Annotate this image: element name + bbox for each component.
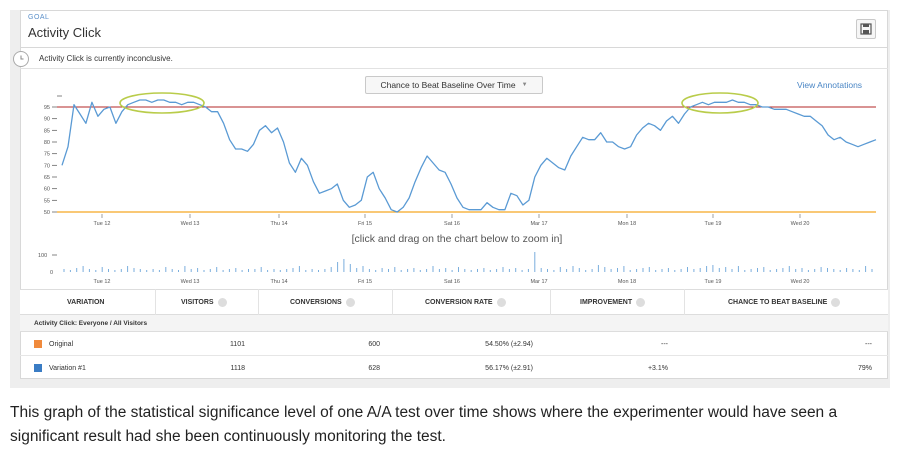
conversions-value: 600	[368, 340, 380, 348]
segment-label: Activity Click: Everyone / All Visitors	[20, 315, 888, 332]
mini-x-tick-label: Wed 13	[181, 279, 200, 285]
series-line	[61, 99, 877, 213]
y-tick-label: 80	[44, 140, 50, 146]
metric-select[interactable]: Chance to Beat Baseline Over Time ▼	[365, 76, 543, 94]
y-tick-label: 75	[44, 152, 50, 158]
y-tick-label: 65	[44, 175, 50, 181]
view-annotations-link[interactable]: View Annotations	[797, 80, 863, 90]
highlight-ellipse	[681, 92, 759, 114]
y-tick-label: 70	[44, 163, 50, 169]
x-tick-label: Thu 14	[270, 221, 287, 227]
zoom-hint: [click and drag on the chart below to zo…	[351, 233, 563, 245]
table-header: VARIATION VISITORS CONVERSIONS CONVERSIO…	[20, 289, 888, 315]
help-icon[interactable]	[831, 298, 841, 307]
improvement-value: +3.1%	[647, 364, 668, 372]
visitors-value: 1118	[230, 364, 245, 372]
variation-name: Variation #1	[34, 356, 86, 380]
help-icon[interactable]	[345, 298, 355, 307]
metric-select-label: Chance to Beat Baseline Over Time	[380, 80, 516, 90]
improvement-value: ---	[661, 340, 668, 348]
x-tick-label: Fri 15	[358, 221, 372, 227]
highlight-ellipse	[119, 92, 205, 114]
header-variation: VARIATION	[67, 299, 105, 306]
column-divider	[684, 289, 685, 315]
color-swatch	[34, 340, 42, 348]
y-tick-label: 95	[44, 105, 50, 111]
mini-x-tick-label: Fri 15	[358, 279, 372, 285]
mini-y-tick-label: 100	[38, 253, 47, 259]
x-tick-label: Mar 17	[530, 221, 547, 227]
header-conversions: CONVERSIONS	[290, 290, 355, 315]
figure-caption: This graph of the statistical significan…	[10, 404, 838, 445]
clock-icon	[13, 51, 29, 67]
conversion-rate-value: 56.17% (±2.91)	[485, 364, 533, 372]
conversions-value: 628	[368, 364, 380, 372]
save-icon	[860, 23, 872, 35]
chance-value: 79%	[857, 364, 872, 372]
x-tick-label: Wed 20	[791, 221, 810, 227]
header-visitors: VISITORS	[181, 290, 227, 315]
status-message: Activity Click is currently inconclusive…	[39, 54, 173, 63]
x-tick-label: Wed 13	[181, 221, 200, 227]
x-tick-label: Mon 18	[618, 221, 636, 227]
mini-x-tick-label: Tue 19	[705, 279, 722, 285]
chance-value: ---	[865, 340, 872, 348]
mini-x-tick-label: Mon 18	[618, 279, 636, 285]
mini-x-tick-label: Wed 20	[791, 279, 810, 285]
column-divider	[392, 289, 393, 315]
variation-name: Original	[34, 332, 73, 356]
chevron-down-icon: ▼	[521, 82, 528, 88]
x-tick-label: Sat 16	[444, 221, 460, 227]
y-tick-label: 60	[44, 187, 50, 193]
y-tick-label: 50	[44, 210, 50, 216]
goal-label: GOAL	[28, 14, 50, 21]
column-divider	[155, 289, 156, 315]
visitors-value: 1101	[229, 340, 245, 348]
mini-y-tick-label: 0	[50, 270, 53, 276]
header-conversion-rate: CONVERSION RATE	[425, 290, 506, 315]
conversion-rate-value: 54.50% (±2.94)	[485, 340, 533, 348]
column-divider	[550, 289, 551, 315]
significance-chart[interactable]: 95 90 85 80 75 70 65 60 55 50 Tue 12 Wed 13 Thu 14 Fr…	[0, 0, 910, 290]
table-row[interactable]: Original 1101 600 54.50% (±2.94) --- ---	[20, 332, 888, 356]
x-tick-label: Tue 12	[94, 221, 111, 227]
mini-x-tick-label: Mar 17	[530, 279, 547, 285]
header-chance: CHANCE TO BEAT BASELINE	[728, 290, 841, 315]
goal-header	[20, 10, 888, 47]
help-icon[interactable]	[217, 298, 227, 307]
header-improvement: IMPROVEMENT	[580, 290, 646, 315]
color-swatch	[34, 364, 42, 372]
y-tick-label: 90	[44, 117, 50, 123]
x-tick-label: Tue 19	[705, 221, 722, 227]
save-button[interactable]	[856, 19, 876, 39]
mini-x-tick-label: Sat 16	[444, 279, 460, 285]
mini-x-tick-label: Thu 14	[270, 279, 287, 285]
help-icon[interactable]	[496, 298, 506, 307]
help-icon[interactable]	[636, 298, 646, 307]
mini-x-tick-label: Tue 12	[94, 279, 111, 285]
divider	[20, 68, 888, 69]
goal-title: Activity Click	[28, 25, 101, 40]
y-tick-label: 55	[44, 198, 50, 204]
y-tick-label: 85	[44, 128, 50, 134]
column-divider	[258, 289, 259, 315]
table-row[interactable]: Variation #1 1118 628 56.17% (±2.91) +3.…	[20, 356, 888, 380]
